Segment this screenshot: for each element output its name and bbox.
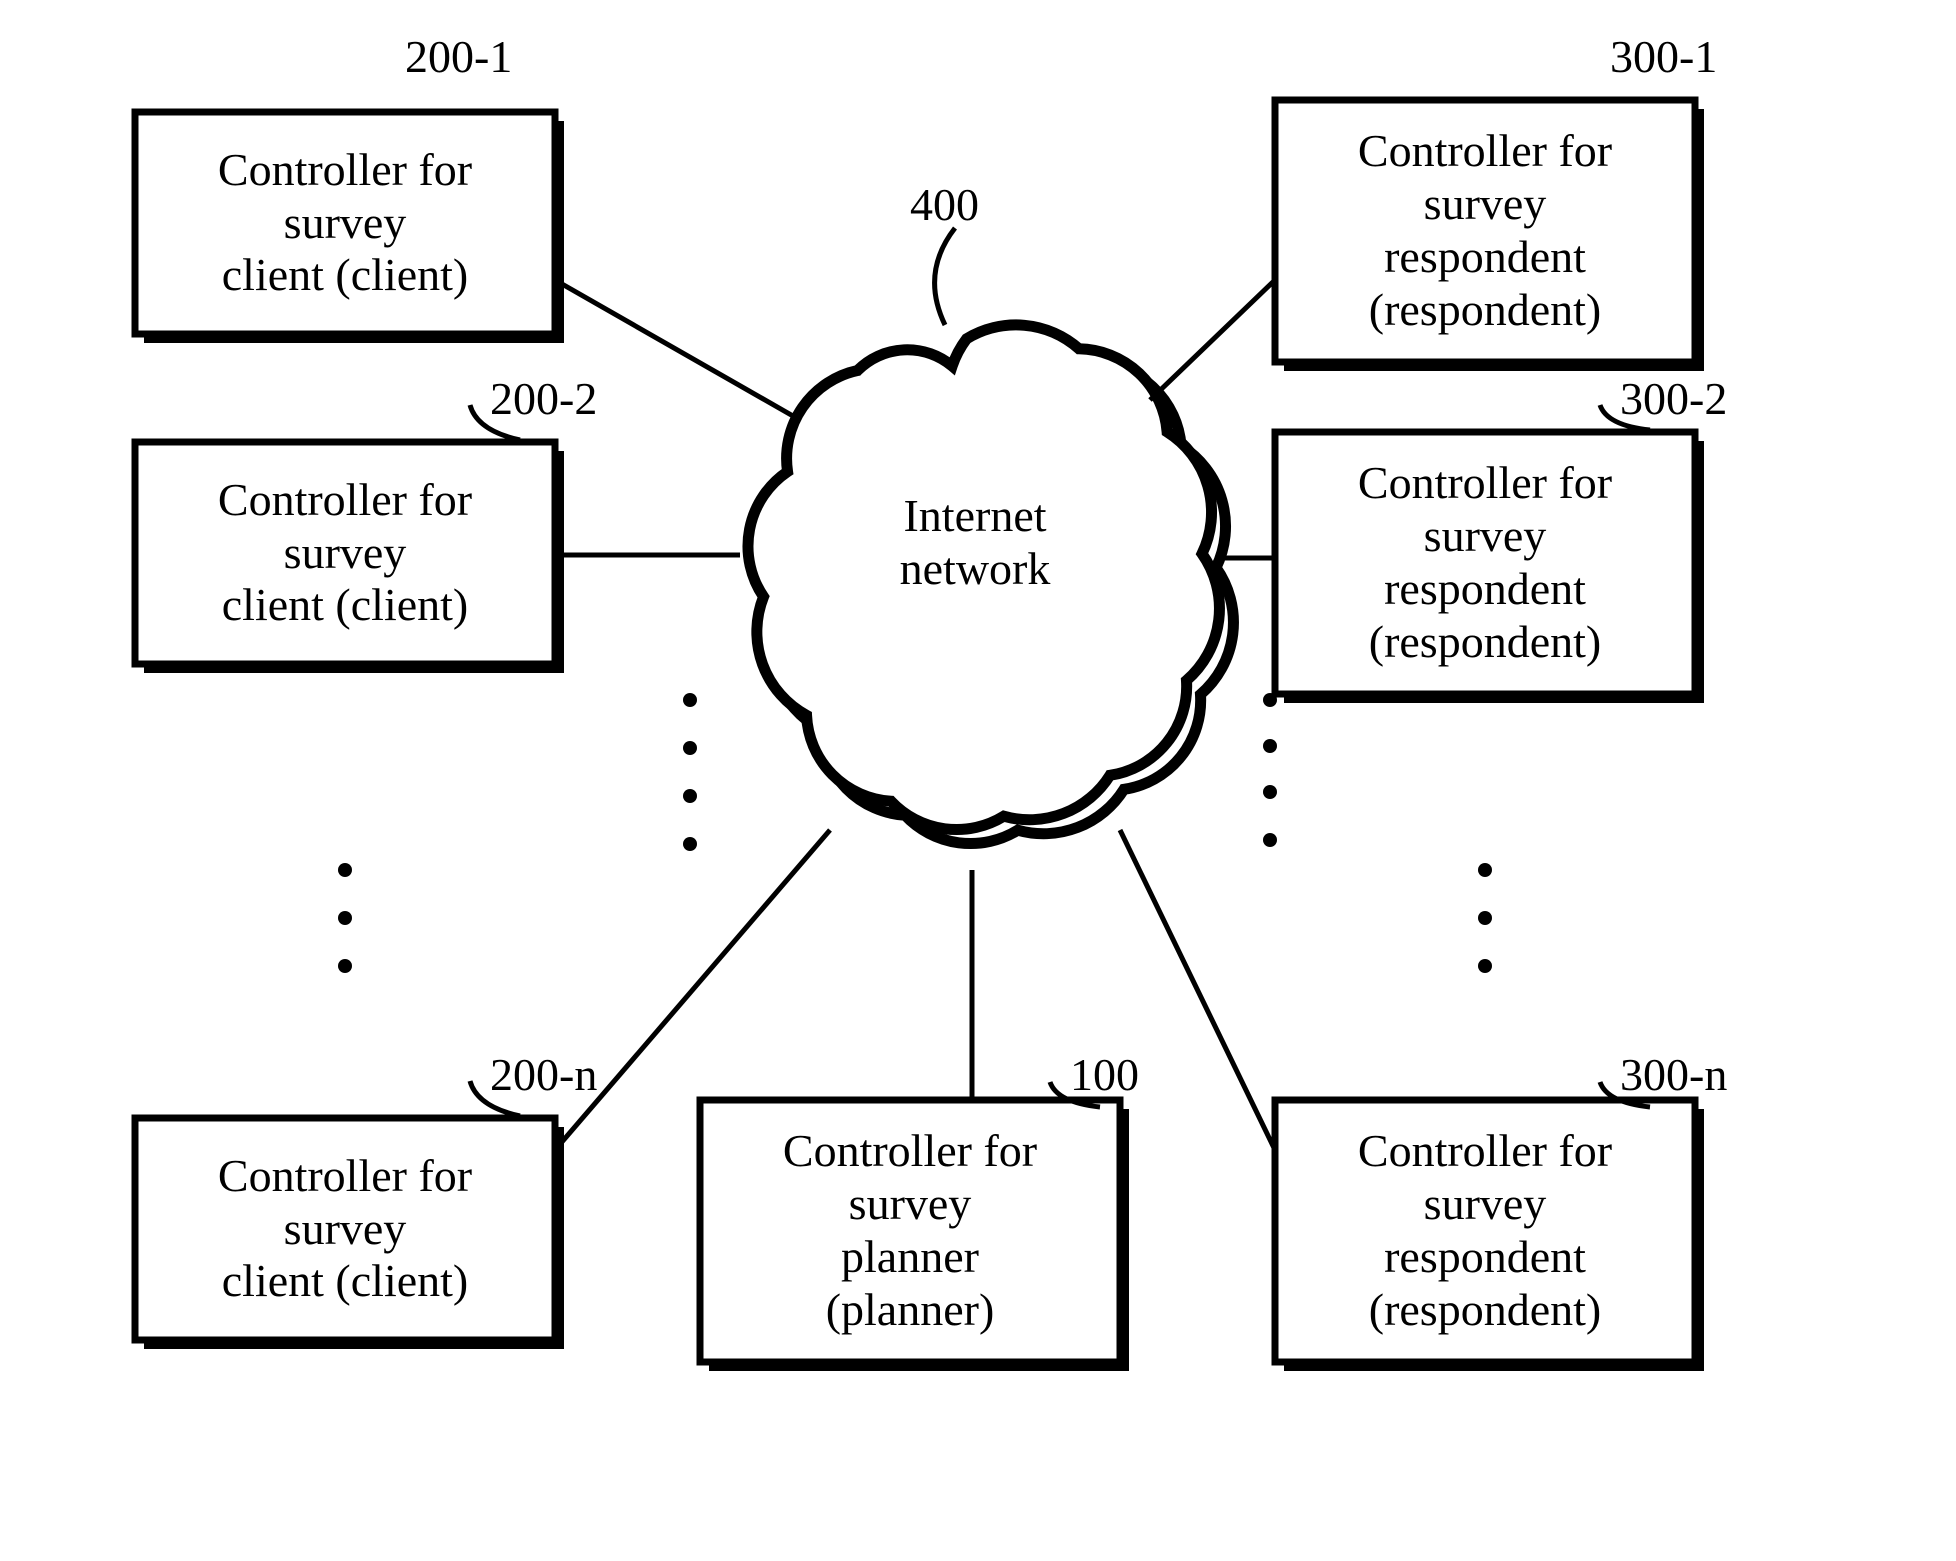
dots-left-inner-dot-1 (683, 741, 697, 755)
cloud-label-text: Internet network (900, 490, 1051, 594)
ref-client-1: 200-1 (405, 30, 512, 84)
node-label-client-n-text: Controller for survey client (client) (218, 1150, 472, 1309)
node-label-planner: Controller for survey planner (planner) (700, 1100, 1120, 1362)
node-label-respondent-n-text: Controller for survey respondent (respon… (1358, 1125, 1612, 1337)
dots-left-col-dot-1 (338, 911, 352, 925)
node-label-planner-text: Controller for survey planner (planner) (783, 1125, 1037, 1337)
ref-cloud-text: 400 (910, 179, 979, 230)
dots-right-col-dot-1 (1478, 911, 1492, 925)
ref-client-n-text: 200-n (490, 1049, 597, 1100)
dots-right-col-dot-2 (1478, 959, 1492, 973)
node-label-respondent-2: Controller for survey respondent (respon… (1275, 432, 1695, 694)
ref-planner-text: 100 (1070, 1049, 1139, 1100)
ref-client-1-text: 200-1 (405, 31, 512, 82)
node-label-client-2: Controller for survey client (client) (135, 442, 555, 664)
dots-right-inner-dot-0 (1263, 693, 1277, 707)
ref-respondent-n: 300-n (1620, 1048, 1727, 1102)
ref-client-2: 200-2 (490, 372, 597, 426)
ref-planner: 100 (1070, 1048, 1139, 1102)
dots-right-inner-dot-1 (1263, 739, 1277, 753)
dots-right-inner-dot-3 (1263, 833, 1277, 847)
node-label-client-n: Controller for survey client (client) (135, 1118, 555, 1340)
ref-client-2-text: 200-2 (490, 373, 597, 424)
dots-left-col-dot-2 (338, 959, 352, 973)
ref-leader-400 (935, 228, 955, 325)
dots-left-inner-dot-3 (683, 837, 697, 851)
dots-left-col-dot-0 (338, 863, 352, 877)
dots-right-col-dot-0 (1478, 863, 1492, 877)
edge-respondent-n (1120, 830, 1275, 1150)
ref-client-n: 200-n (490, 1048, 597, 1102)
edge-respondent-1 (1150, 280, 1275, 400)
dots-left-inner-dot-2 (683, 789, 697, 803)
node-label-respondent-1-text: Controller for survey respondent (respon… (1358, 125, 1612, 337)
ref-cloud: 400 (910, 178, 979, 232)
node-label-client-2-text: Controller for survey client (client) (218, 474, 472, 633)
ref-respondent-2-text: 300-2 (1620, 373, 1727, 424)
ref-respondent-2: 300-2 (1620, 372, 1727, 426)
node-label-client-1-text: Controller for survey client (client) (218, 144, 472, 303)
ref-respondent-n-text: 300-n (1620, 1049, 1727, 1100)
ref-respondent-1-text: 300-1 (1610, 31, 1717, 82)
node-label-respondent-n: Controller for survey respondent (respon… (1275, 1100, 1695, 1362)
node-label-client-1: Controller for survey client (client) (135, 112, 555, 334)
dots-right-inner-dot-2 (1263, 785, 1277, 799)
node-label-respondent-1: Controller for survey respondent (respon… (1275, 100, 1695, 362)
dots-left-inner-dot-0 (683, 693, 697, 707)
ref-respondent-1: 300-1 (1610, 30, 1717, 84)
cloud-label: Internet network (860, 490, 1090, 596)
node-label-respondent-2-text: Controller for survey respondent (respon… (1358, 457, 1612, 669)
